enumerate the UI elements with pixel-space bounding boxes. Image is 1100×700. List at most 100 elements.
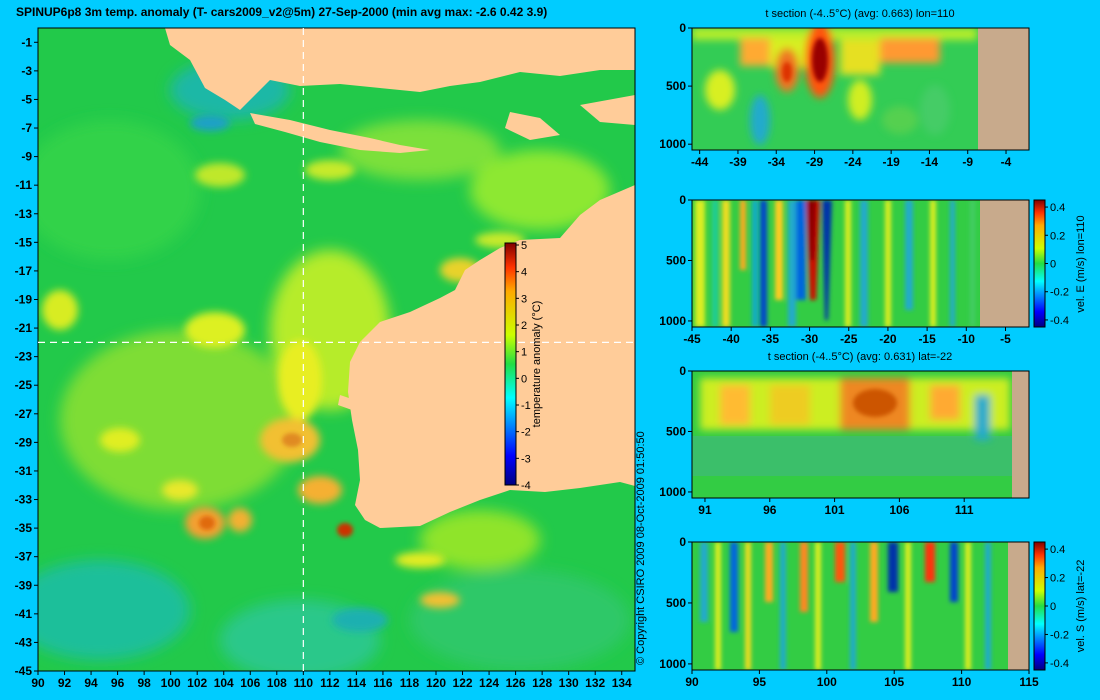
map-x-tick-label: 120 — [426, 676, 446, 690]
map-y-tick-label: -11 — [15, 178, 32, 192]
map-colorbar-tick-label: -1 — [521, 400, 531, 412]
section1-x-tick-label: -39 — [729, 155, 747, 169]
section2-land — [980, 200, 1029, 327]
land-java-island — [250, 113, 430, 153]
map-y-tick-label: -9 — [21, 150, 32, 164]
section2-x-tick-label: -30 — [801, 332, 819, 346]
map-colorbar-tick-label: 1 — [521, 347, 527, 359]
map-frame — [37, 27, 636, 672]
section1-y-axis: 0 500 1000 — [659, 21, 692, 151]
map-colorbar-tick-label: 5 — [521, 240, 527, 252]
section3-x-tick-label: 91 — [698, 503, 712, 517]
map-y-tick-label: -29 — [15, 435, 33, 449]
map-colorbar-tick-label: 0 — [521, 373, 527, 385]
section1-title: t section (-4..5°C) (avg: 0.663) lon=110 — [765, 8, 954, 20]
section4-field — [692, 542, 1029, 670]
map-x-tick-label: 108 — [267, 676, 287, 690]
section1-x-tick-label: -34 — [768, 155, 786, 169]
section3-land — [1012, 371, 1029, 498]
section1-frame — [691, 27, 1030, 151]
section3-x-tick-label: 96 — [763, 503, 777, 517]
section4-colorbar-tick-label: -0.4 — [1050, 658, 1069, 670]
map-y-tick-label: -37 — [15, 550, 33, 564]
land-island-east — [580, 95, 635, 125]
map-x-tick-label: 92 — [58, 676, 72, 690]
map-colorbar-tick-label: 3 — [521, 293, 527, 305]
map-y-axis: -1 -3 -5 -7 -9 -11 -13 -15 -17 -19 -21 -23 -25 -27 -29… — [15, 35, 38, 678]
section4-x-axis: 90 95 100 105 110 115 — [685, 670, 1039, 689]
section3-x-tick-label: 106 — [889, 503, 909, 517]
section4-frame — [691, 541, 1030, 671]
map-y-tick-label: -17 — [15, 264, 33, 278]
section3-y-tick-label: 1000 — [659, 485, 686, 499]
section4-colorbar-tick-label: -0.2 — [1050, 629, 1069, 641]
map-y-tick-label: -39 — [15, 578, 33, 592]
section3-y-tick-label: 500 — [666, 424, 686, 438]
section4-y-axis: 0 500 1000 — [659, 535, 692, 671]
section4-y-tick-label: 500 — [666, 596, 686, 610]
section2-colorbar-tick-label: 0.4 — [1050, 202, 1065, 214]
map-y-tick-label: -19 — [15, 292, 33, 306]
map-x-tick-label: 134 — [612, 676, 632, 690]
section3-panel: t section (-4..5°C) (avg: 0.631) lat=-22… — [659, 351, 1030, 517]
map-y-tick-label: -13 — [15, 207, 33, 221]
section2-x-axis: -45 -40 -35 -30 -25 -20 -15 -10 -5 — [683, 327, 1011, 346]
map-y-tick-label: -25 — [15, 378, 33, 392]
map-x-tick-label: 102 — [187, 676, 207, 690]
section2-colorbar-tick-label: 0 — [1050, 259, 1056, 271]
map-y-tick-label: -31 — [15, 464, 33, 478]
map-colorbar-tick-label: -2 — [521, 427, 531, 439]
map-x-tick-label: 126 — [506, 676, 526, 690]
map-colorbar-tick-label: -4 — [521, 480, 531, 492]
section2-y-tick-label: 500 — [666, 253, 686, 267]
map-y-tick-label: -35 — [15, 521, 33, 535]
section3-y-tick-label: 0 — [679, 364, 686, 378]
section2-x-tick-label: -35 — [762, 332, 780, 346]
section4-colorbar — [1033, 541, 1046, 671]
map-colorbar-tick-label: 2 — [521, 320, 527, 332]
section2-x-tick-label: -10 — [958, 332, 976, 346]
map-colorbar-tick-label: 4 — [521, 267, 527, 279]
section1-x-tick-label: -19 — [882, 155, 900, 169]
map-y-tick-label: -23 — [15, 350, 33, 364]
section2-colorbar-ticks: 0.4 0.2 0 -0.2 -0.4 — [1045, 202, 1069, 327]
map-y-tick-label: -15 — [15, 235, 33, 249]
section2-colorbar — [1033, 199, 1046, 328]
map-x-axis: 90 92 94 96 98 100 102 104 106 108 110 112 114 116 118… — [31, 671, 632, 690]
map-y-tick-label: -7 — [21, 121, 32, 135]
section1-x-tick-label: -29 — [806, 155, 824, 169]
section4-colorbar-label: vel. S (m/s) lat=-22 — [1075, 560, 1087, 653]
section2-x-tick-label: -25 — [840, 332, 858, 346]
section4-x-tick-label: 115 — [1019, 675, 1039, 689]
section3-x-tick-label: 101 — [825, 503, 845, 517]
section4-x-tick-label: 110 — [952, 675, 972, 689]
section2-x-tick-label: -45 — [683, 332, 701, 346]
section4-colorbar-tick-label: 0 — [1050, 601, 1056, 613]
section4-colorbar-ticks: 0.4 0.2 0 -0.2 -0.4 — [1045, 544, 1069, 670]
section4-y-tick-label: 1000 — [659, 657, 686, 671]
section4-panel: 90 95 100 105 110 115 0 500 1000 0.4 0.2 0 -0.2 -0.… — [659, 535, 1087, 689]
copyright-text: © Copyright CSIRO 2009 08-Oct-2009 01:50… — [635, 431, 647, 665]
section2-colorbar-tick-label: 0.2 — [1050, 230, 1065, 242]
section4-land — [1008, 542, 1029, 670]
section2-colorbar-tick-label: -0.4 — [1050, 315, 1069, 327]
section4-x-tick-label: 95 — [753, 675, 767, 689]
map-x-tick-label: 100 — [161, 676, 181, 690]
map-field — [38, 28, 635, 671]
section2-y-tick-label: 0 — [679, 193, 686, 207]
map-colorbar-ticks: 5 4 3 2 1 0 -1 -2 -3 -4 — [516, 240, 531, 492]
map-y-tick-label: -41 — [15, 607, 33, 621]
section1-x-tick-label: -24 — [844, 155, 862, 169]
map-x-tick-label: 98 — [137, 676, 151, 690]
section1-x-tick-label: -4 — [1001, 155, 1012, 169]
map-x-tick-label: 94 — [84, 676, 98, 690]
map-y-tick-label: -1 — [21, 35, 32, 49]
section3-x-tick-label: 111 — [955, 503, 974, 517]
section2-x-tick-label: -5 — [1000, 332, 1011, 346]
map-x-tick-label: 124 — [479, 676, 499, 690]
section2-field — [692, 200, 1029, 327]
map-x-tick-label: 130 — [559, 676, 579, 690]
map-y-tick-label: -5 — [21, 92, 32, 106]
map-x-tick-label: 118 — [400, 676, 420, 690]
